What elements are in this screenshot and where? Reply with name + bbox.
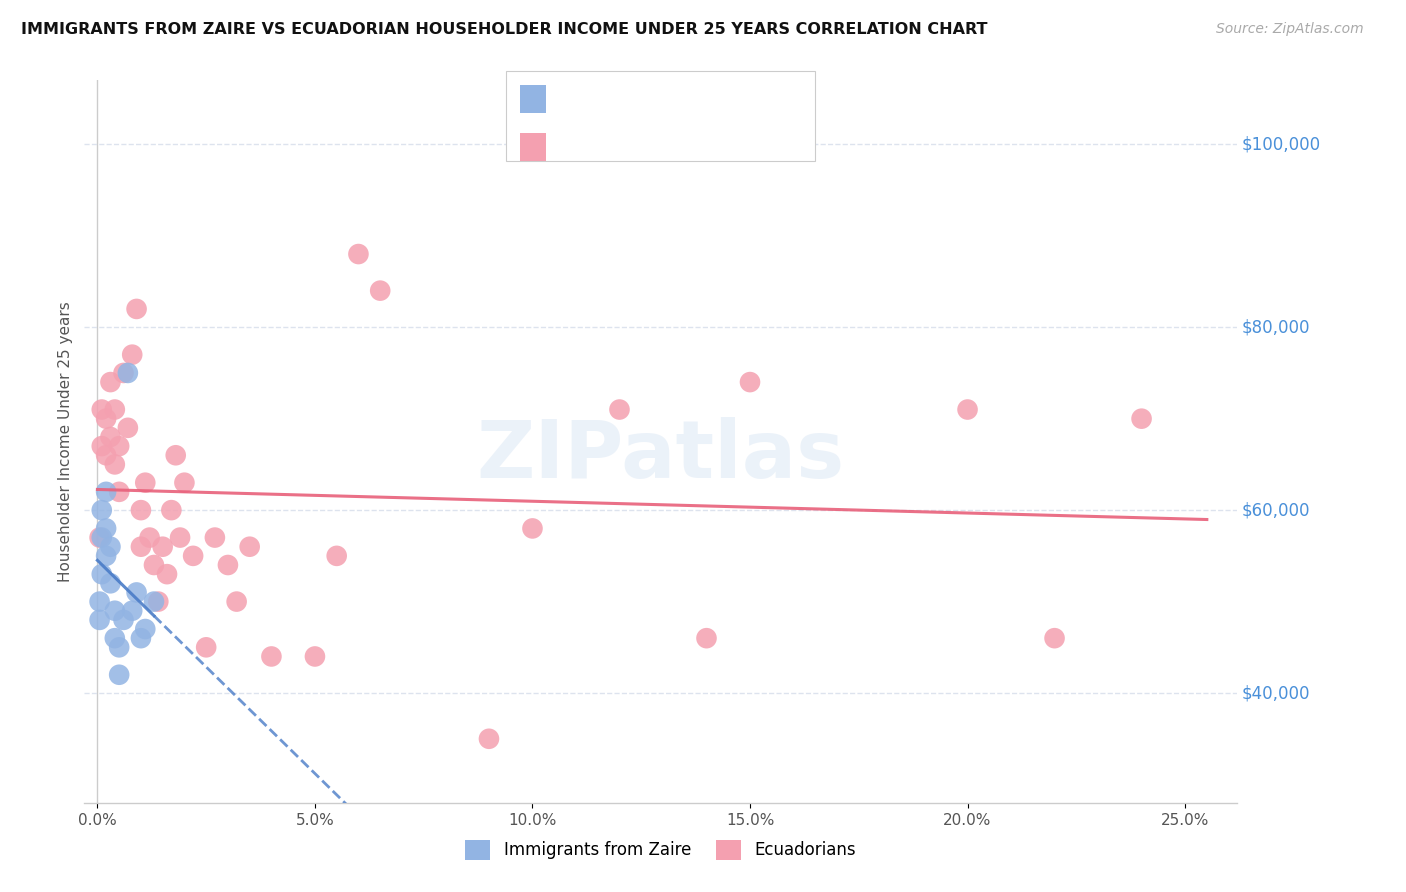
Point — [165, 448, 187, 462]
Point — [169, 531, 191, 545]
Point — [94, 484, 117, 499]
Text: 46: 46 — [689, 124, 714, 142]
Point — [152, 540, 174, 554]
Point — [90, 531, 112, 545]
Point — [100, 576, 122, 591]
Point — [260, 649, 283, 664]
Point — [195, 640, 218, 655]
Point — [90, 567, 112, 582]
Point — [94, 549, 117, 563]
Text: $80,000: $80,000 — [1241, 318, 1310, 336]
Point — [478, 731, 501, 746]
Point — [89, 531, 111, 545]
Point — [94, 448, 117, 462]
Point — [368, 284, 391, 298]
Point — [117, 366, 139, 380]
Point — [125, 585, 148, 599]
Point — [173, 475, 195, 490]
Point — [108, 640, 131, 655]
Text: ZIPatlas: ZIPatlas — [477, 417, 845, 495]
Point — [129, 503, 152, 517]
Point — [695, 631, 717, 645]
Point — [108, 439, 131, 453]
Point — [522, 521, 544, 535]
Text: N =: N = — [654, 124, 693, 142]
Point — [104, 631, 127, 645]
Point — [738, 375, 761, 389]
Point — [104, 604, 127, 618]
Point — [100, 375, 122, 389]
Point — [94, 411, 117, 425]
Point — [129, 631, 152, 645]
Point — [134, 475, 156, 490]
Point — [90, 402, 112, 417]
Point — [100, 540, 122, 554]
Point — [90, 503, 112, 517]
Y-axis label: Householder Income Under 25 years: Householder Income Under 25 years — [58, 301, 73, 582]
Point — [225, 594, 247, 608]
Point — [143, 558, 166, 572]
Point — [138, 531, 160, 545]
Point — [609, 402, 631, 417]
Point — [304, 649, 326, 664]
Point — [104, 458, 127, 472]
Point — [148, 594, 170, 608]
Point — [100, 430, 122, 444]
Point — [112, 613, 135, 627]
Point — [134, 622, 156, 636]
Point — [94, 521, 117, 535]
Text: 0.185: 0.185 — [591, 124, 648, 142]
Point — [217, 558, 239, 572]
Legend: Immigrants from Zaire, Ecuadorians: Immigrants from Zaire, Ecuadorians — [458, 833, 863, 867]
Point — [90, 439, 112, 453]
Text: N =: N = — [654, 90, 693, 108]
Point — [108, 667, 131, 681]
Point — [204, 531, 226, 545]
Point — [121, 604, 143, 618]
Text: Source: ZipAtlas.com: Source: ZipAtlas.com — [1216, 22, 1364, 37]
Point — [121, 348, 143, 362]
Text: IMMIGRANTS FROM ZAIRE VS ECUADORIAN HOUSEHOLDER INCOME UNDER 25 YEARS CORRELATIO: IMMIGRANTS FROM ZAIRE VS ECUADORIAN HOUS… — [21, 22, 987, 37]
Text: $100,000: $100,000 — [1241, 136, 1320, 153]
Point — [89, 594, 111, 608]
Point — [325, 549, 347, 563]
Point — [239, 540, 262, 554]
Point — [1043, 631, 1066, 645]
Point — [117, 421, 139, 435]
Point — [160, 503, 183, 517]
Point — [156, 567, 179, 582]
Point — [129, 540, 152, 554]
Text: R =: R = — [553, 90, 592, 108]
Point — [108, 484, 131, 499]
Text: 0.017: 0.017 — [591, 90, 647, 108]
Point — [143, 594, 166, 608]
Point — [104, 402, 127, 417]
Text: $40,000: $40,000 — [1241, 684, 1310, 702]
Text: 21: 21 — [689, 90, 714, 108]
Point — [956, 402, 979, 417]
Point — [125, 301, 148, 316]
Point — [181, 549, 204, 563]
Text: $60,000: $60,000 — [1241, 501, 1310, 519]
Point — [1130, 411, 1153, 425]
Point — [89, 613, 111, 627]
Point — [112, 366, 135, 380]
Text: R =: R = — [553, 124, 592, 142]
Point — [347, 247, 370, 261]
